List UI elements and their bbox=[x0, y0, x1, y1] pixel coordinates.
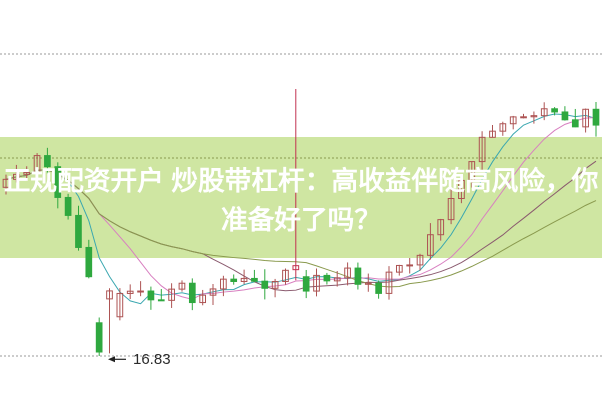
svg-text:16.83: 16.83 bbox=[133, 351, 171, 368]
